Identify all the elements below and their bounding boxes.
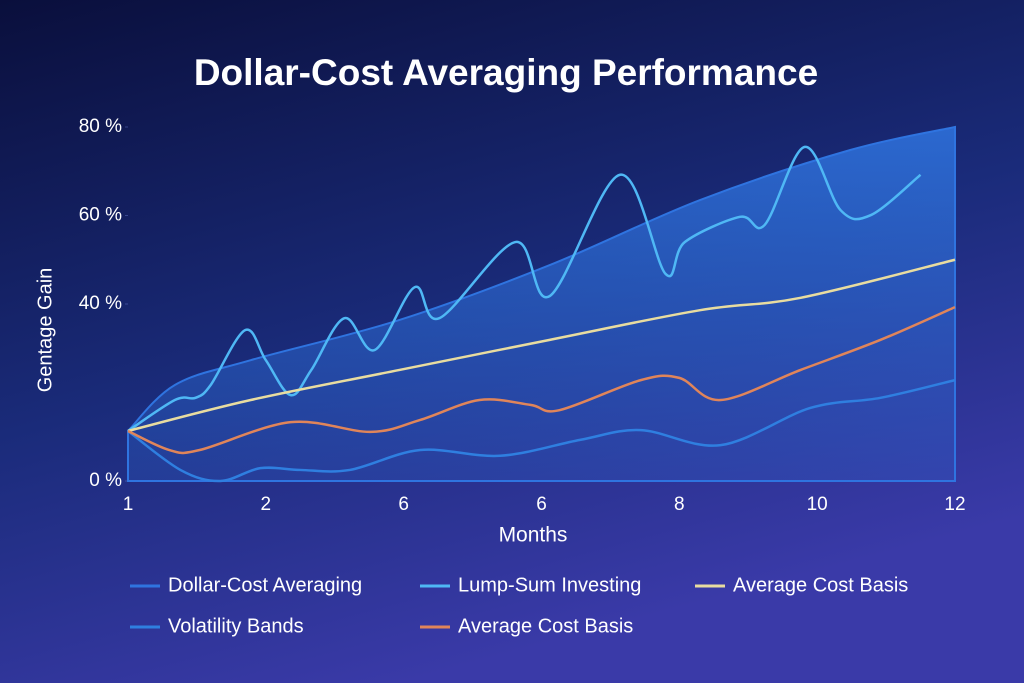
x-axis-label: Months bbox=[499, 524, 568, 547]
x-tick-label: 1 bbox=[123, 494, 134, 515]
legend-label: Average Cost Basis bbox=[458, 615, 633, 637]
legend-label: Volatility Bands bbox=[168, 615, 304, 637]
line bbox=[127, 305, 956, 455]
line bbox=[127, 378, 956, 483]
x-tick-label: 6 bbox=[398, 494, 409, 515]
x-tick-label: 12 bbox=[944, 494, 965, 515]
legend-label: Lump-Sum Investing bbox=[458, 574, 641, 596]
y-tick-label: 40 % bbox=[79, 293, 122, 314]
legend-label: Average Cost Basis bbox=[733, 574, 908, 596]
y-axis-label: Gentage Gain bbox=[34, 268, 56, 393]
y-tick-label: 80 % bbox=[79, 116, 122, 137]
y-tick-label: 0 % bbox=[89, 470, 122, 491]
x-tick-label: 2 bbox=[261, 494, 272, 515]
x-tick-label: 6 bbox=[536, 494, 547, 515]
x-tick-label: 8 bbox=[674, 494, 685, 515]
x-tick-label: 10 bbox=[807, 494, 828, 515]
line bbox=[127, 258, 956, 433]
legend-label: Dollar-Cost Averaging bbox=[168, 574, 362, 596]
line bbox=[127, 145, 922, 433]
chart-title: Dollar-Cost Averaging Performance bbox=[194, 52, 818, 93]
y-tick-label: 60 % bbox=[79, 205, 122, 226]
